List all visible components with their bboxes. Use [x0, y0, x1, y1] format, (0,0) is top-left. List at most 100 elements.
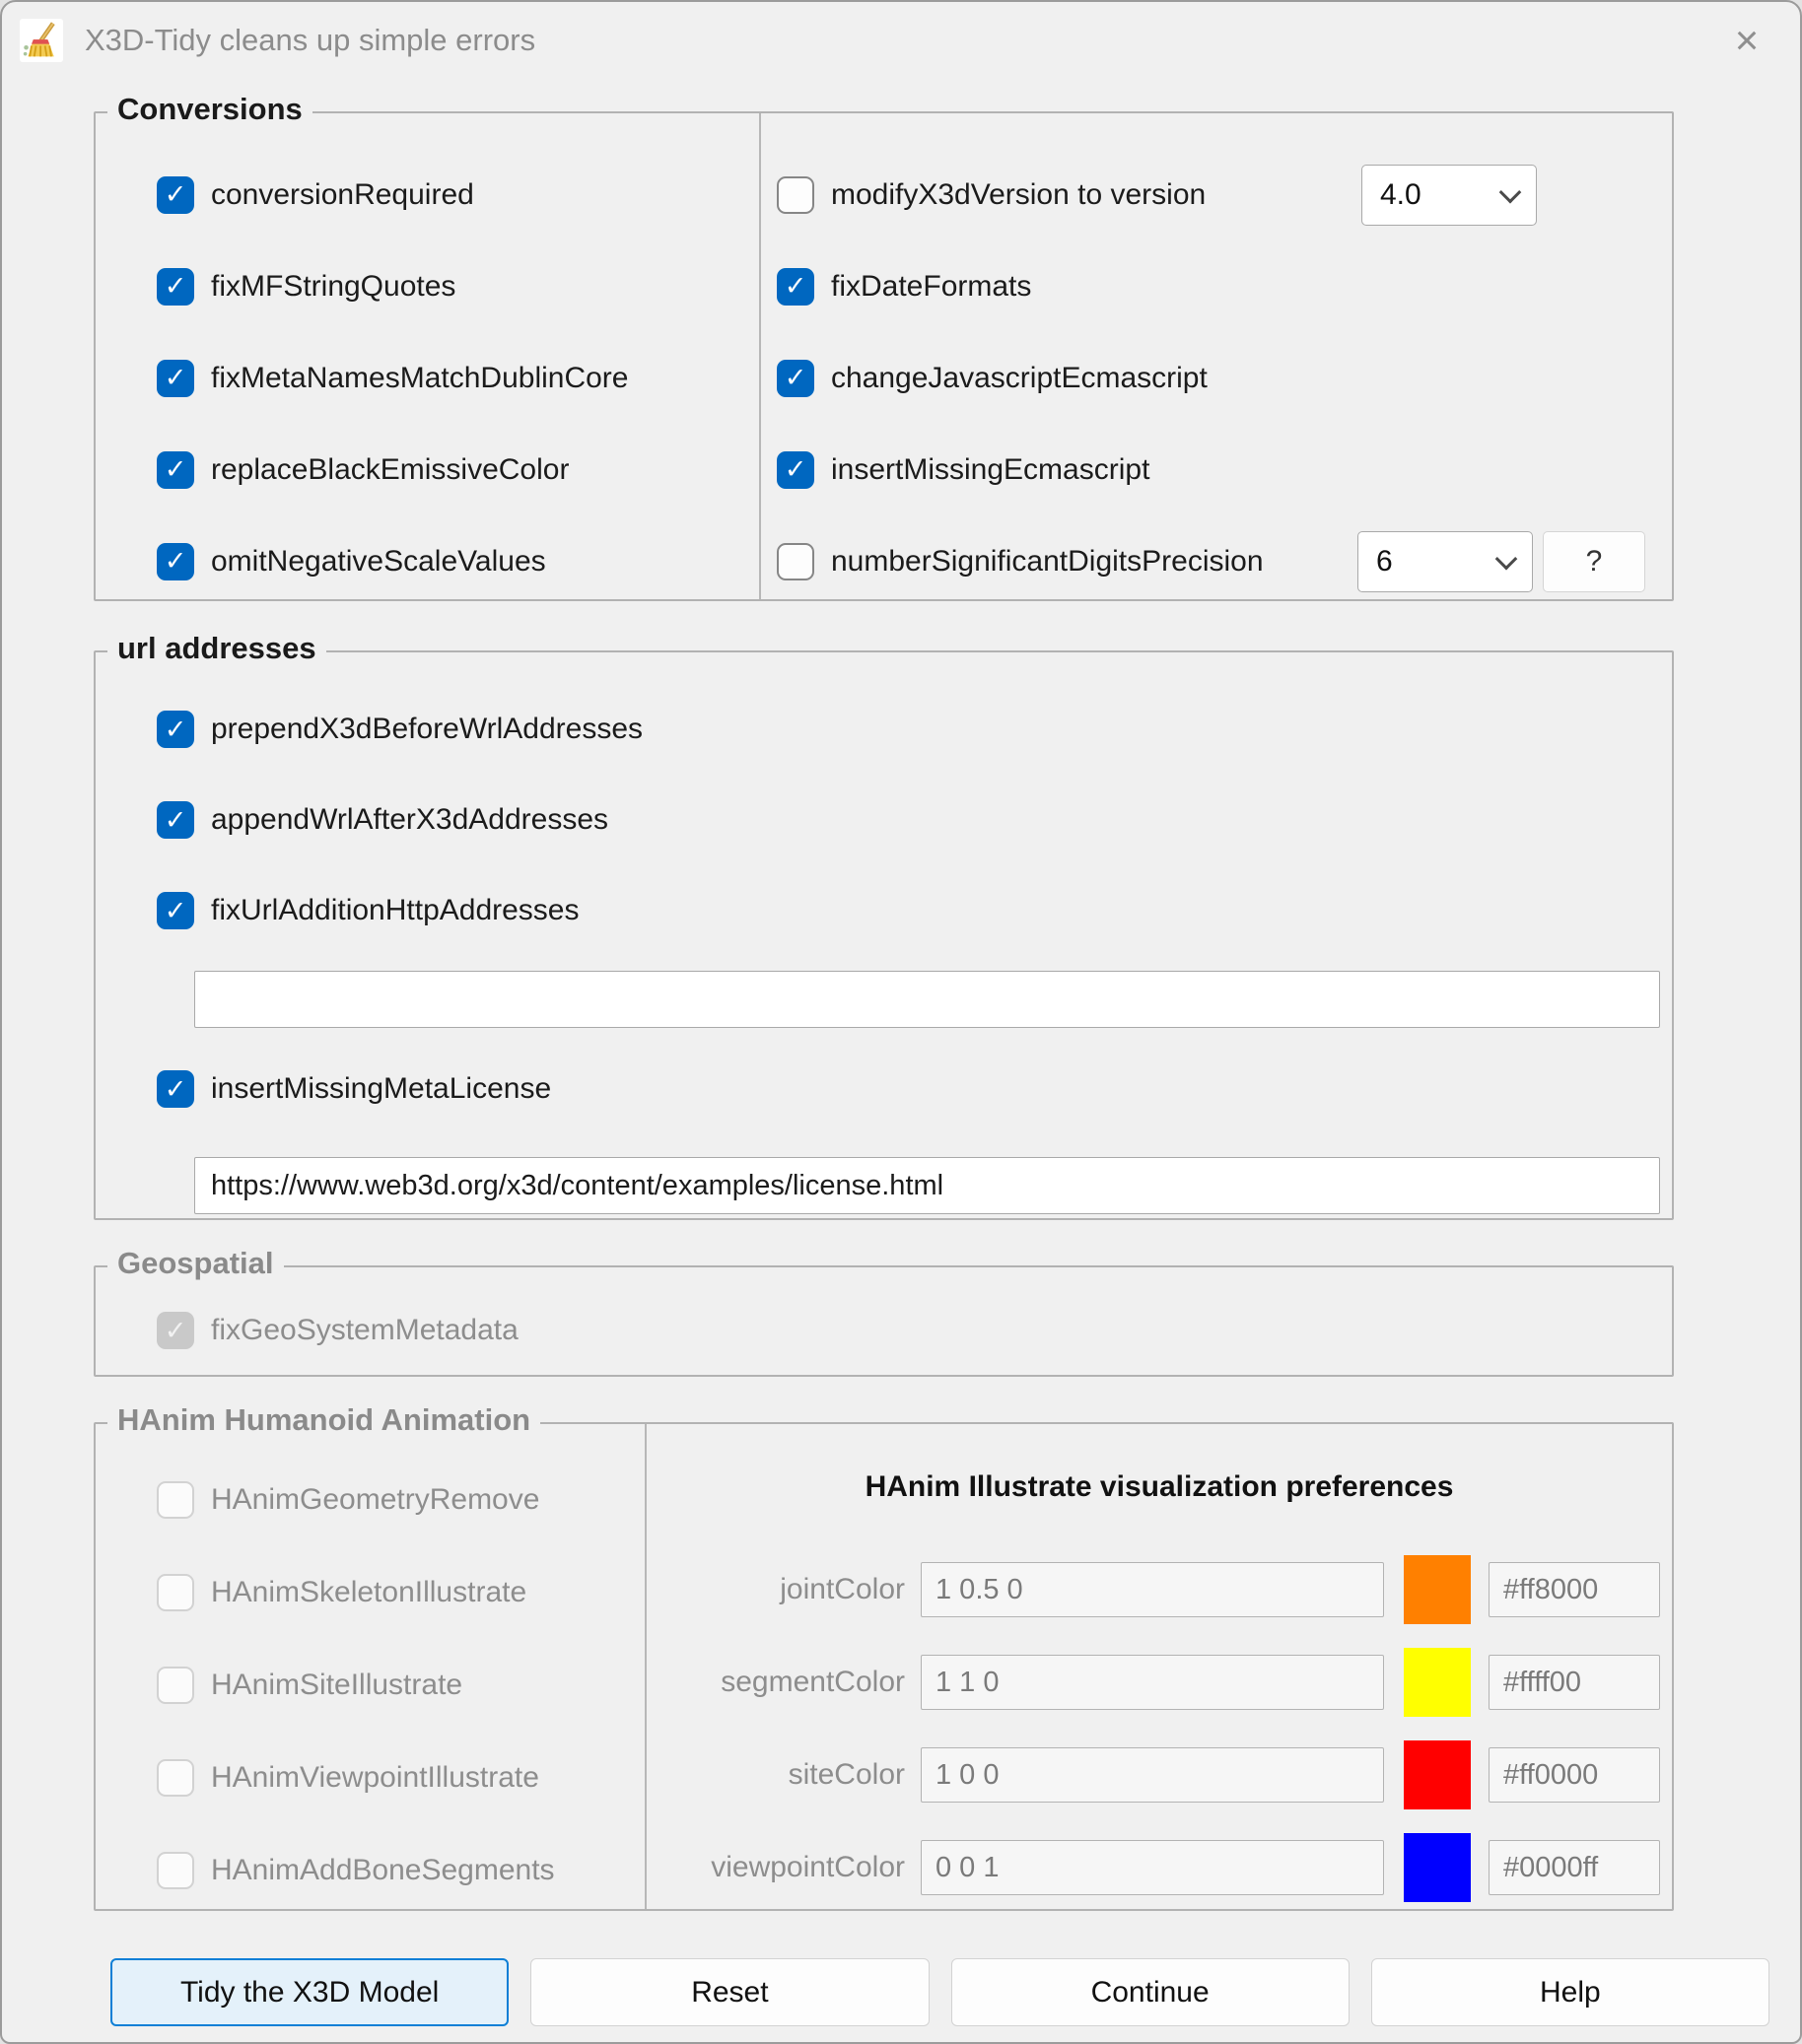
label-HAnimSiteIllustrate: HAnimSiteIllustrate — [211, 1669, 463, 1701]
checkbox-replaceBlackEmissiveColor[interactable]: ✓ — [157, 450, 194, 489]
check-icon: ✓ — [784, 363, 807, 393]
conversions-left-column: ✓ conversionRequired ✓ fixMFStringQuotes… — [96, 113, 761, 599]
checkbox-HAnimSkeletonIllustrate: ✓ — [157, 1574, 194, 1611]
site-color-swatch — [1404, 1740, 1471, 1809]
option-row-HAnimAddBoneSegments: ✓ HAnimAddBoneSegments — [96, 1824, 645, 1917]
label-prependX3dBeforeWrlAddresses: prependX3dBeforeWrlAddresses — [211, 713, 644, 745]
precision-select[interactable]: 6 — [1357, 530, 1533, 592]
label-fixDateFormats: fixDateFormats — [831, 269, 1032, 303]
tidy-button[interactable]: Tidy the X3D Model — [110, 1958, 510, 2026]
option-row-insertMissingMetaLicense: ✓ insertMissingMetaLicense — [96, 1044, 1672, 1134]
checkbox-numberSignificantDigitsPrecision[interactable]: ✓ — [777, 542, 814, 580]
joint-color-row: jointColor — [647, 1543, 1672, 1636]
url-addition-input[interactable] — [194, 971, 1660, 1028]
conversions-columns: ✓ conversionRequired ✓ fixMFStringQuotes… — [96, 113, 1672, 599]
checkbox-fixMFStringQuotes[interactable]: ✓ — [157, 267, 194, 306]
hanim-preferences-column: HAnim Illustrate visualization preferenc… — [647, 1424, 1672, 1909]
check-icon: ✓ — [164, 804, 187, 836]
geospatial-group-title: Geospatial — [107, 1246, 284, 1281]
broom-icon — [20, 19, 63, 62]
button-row: Tidy the X3D Model Reset Continue Help — [110, 1958, 1769, 2026]
viewpoint-color-hex-input — [1489, 1840, 1660, 1895]
checkbox-fixUrlAdditionHttpAddresses[interactable]: ✓ — [157, 892, 194, 929]
close-button[interactable]: × — [1723, 17, 1770, 64]
viewpoint-color-swatch — [1404, 1833, 1471, 1902]
segment-color-row: segmentColor — [647, 1636, 1672, 1729]
option-row-fixMetaNamesMatchDublinCore: ✓ fixMetaNamesMatchDublinCore — [96, 332, 759, 424]
joint-color-value-input — [921, 1562, 1384, 1617]
viewpoint-color-row: viewpointColor — [647, 1821, 1672, 1914]
option-row-HAnimViewpointIllustrate: ✓ HAnimViewpointIllustrate — [96, 1732, 645, 1824]
check-icon: ✓ — [784, 271, 807, 302]
site-color-value-input — [921, 1747, 1384, 1803]
check-icon: ✓ — [164, 1315, 187, 1346]
checkbox-insertMissingMetaLicense[interactable]: ✓ — [157, 1070, 194, 1108]
reset-button[interactable]: Reset — [530, 1958, 930, 2026]
checkbox-fixGeoSystemMetadata: ✓ — [157, 1312, 194, 1349]
option-row-HAnimSiteIllustrate: ✓ HAnimSiteIllustrate — [96, 1639, 645, 1732]
option-row-omitNegativeScaleValues: ✓ omitNegativeScaleValues — [96, 515, 759, 607]
license-url-input[interactable] — [194, 1157, 1660, 1214]
check-icon: ✓ — [164, 895, 187, 926]
check-icon: ✓ — [784, 454, 807, 485]
viewpoint-color-value-input — [921, 1840, 1384, 1895]
precision-help-button[interactable]: ? — [1543, 530, 1645, 592]
label-fixGeoSystemMetadata: fixGeoSystemMetadata — [211, 1314, 519, 1346]
check-icon: ✓ — [164, 714, 187, 745]
title-bar: X3D-Tidy cleans up simple errors × — [2, 2, 1800, 73]
checkbox-modifyX3dVersion[interactable]: ✓ — [777, 175, 814, 214]
x3d-version-select[interactable]: 4.0 — [1361, 164, 1537, 226]
broom-icon-graphic — [23, 22, 55, 57]
chevron-down-icon — [1494, 547, 1518, 570]
viewpoint-color-label: viewpointColor — [711, 1851, 905, 1883]
joint-color-label: jointColor — [780, 1573, 905, 1605]
continue-button[interactable]: Continue — [950, 1958, 1350, 2026]
checkbox-omitNegativeScaleValues[interactable]: ✓ — [157, 542, 194, 580]
checkbox-HAnimGeometryRemove: ✓ — [157, 1481, 194, 1519]
check-icon: ✓ — [164, 454, 187, 485]
option-row-insertMissingEcmascript: ✓ insertMissingEcmascript — [761, 424, 1672, 515]
check-icon: ✓ — [164, 546, 187, 577]
label-replaceBlackEmissiveColor: replaceBlackEmissiveColor — [211, 452, 570, 486]
checkbox-insertMissingEcmascript[interactable]: ✓ — [777, 450, 814, 489]
checkbox-fixDateFormats[interactable]: ✓ — [777, 267, 814, 306]
site-color-label: siteColor — [788, 1758, 905, 1791]
segment-color-hex-input — [1489, 1655, 1660, 1710]
site-color-hex-input — [1489, 1747, 1660, 1803]
option-row-HAnimGeometryRemove: ✓ HAnimGeometryRemove — [96, 1454, 645, 1546]
precision-value: 6 — [1376, 544, 1393, 578]
segment-color-label: segmentColor — [721, 1666, 905, 1698]
checkbox-fixMetaNamesMatchDublinCore[interactable]: ✓ — [157, 359, 194, 397]
checkbox-conversionRequired[interactable]: ✓ — [157, 175, 194, 214]
check-icon: ✓ — [164, 179, 187, 210]
option-row-appendWrlAfterX3dAddresses: ✓ appendWrlAfterX3dAddresses — [96, 775, 1672, 865]
checkbox-changeJavascriptEcmascript[interactable]: ✓ — [777, 359, 814, 397]
label-conversionRequired: conversionRequired — [211, 177, 474, 211]
help-button[interactable]: Help — [1370, 1958, 1769, 2026]
joint-color-swatch — [1404, 1555, 1471, 1624]
hanim-left-column: ✓ HAnimGeometryRemove ✓ HAnimSkeletonIll… — [96, 1424, 647, 1909]
label-numberSignificantDigitsPrecision: numberSignificantDigitsPrecision — [831, 544, 1264, 578]
checkbox-HAnimViewpointIllustrate: ✓ — [157, 1759, 194, 1797]
label-fixUrlAdditionHttpAddresses: fixUrlAdditionHttpAddresses — [211, 894, 580, 926]
checkbox-prependX3dBeforeWrlAddresses[interactable]: ✓ — [157, 711, 194, 748]
label-changeJavascriptEcmascript: changeJavascriptEcmascript — [831, 361, 1208, 394]
label-fixMFStringQuotes: fixMFStringQuotes — [211, 269, 456, 303]
close-icon: × — [1734, 17, 1760, 63]
segment-color-value-input — [921, 1655, 1384, 1710]
chevron-down-icon — [1498, 180, 1522, 203]
checkbox-HAnimAddBoneSegments: ✓ — [157, 1852, 194, 1889]
check-icon: ✓ — [164, 271, 187, 302]
checkbox-appendWrlAfterX3dAddresses[interactable]: ✓ — [157, 801, 194, 839]
option-row-replaceBlackEmissiveColor: ✓ replaceBlackEmissiveColor — [96, 424, 759, 515]
label-fixMetaNamesMatchDublinCore: fixMetaNamesMatchDublinCore — [211, 361, 629, 394]
url-addresses-group: url addresses ✓ prependX3dBeforeWrlAddre… — [94, 631, 1674, 1220]
option-row-modifyX3dVersion: ✓ modifyX3dVersion to version 4.0 — [761, 149, 1672, 240]
option-row-fixDateFormats: ✓ fixDateFormats — [761, 240, 1672, 332]
label-insertMissingMetaLicense: insertMissingMetaLicense — [211, 1072, 552, 1105]
option-row-fixMFStringQuotes: ✓ fixMFStringQuotes — [96, 240, 759, 332]
label-insertMissingEcmascript: insertMissingEcmascript — [831, 452, 1150, 486]
hanim-preferences-header: HAnim Illustrate visualization preferenc… — [865, 1470, 1454, 1503]
x3d-version-value: 4.0 — [1380, 177, 1421, 211]
